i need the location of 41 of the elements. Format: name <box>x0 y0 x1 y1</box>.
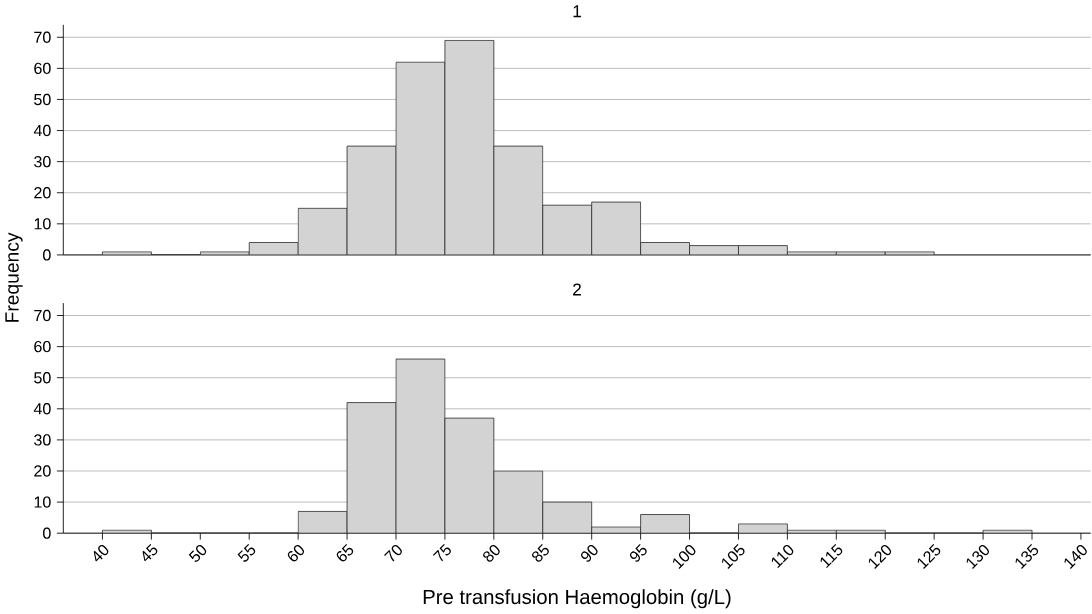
y-tick-label: 0 <box>43 527 51 540</box>
y-tick-label: 10 <box>34 218 51 230</box>
x-tick-label: 130 <box>966 545 990 570</box>
y-axis-title: Frequency <box>5 232 23 323</box>
x-tick-label: 95 <box>629 544 647 563</box>
x-tick-label: 135 <box>1015 544 1039 570</box>
y-tick-label: 70 <box>34 310 51 322</box>
x-tick-label: 140 <box>1064 545 1087 570</box>
x-tick-label: 120 <box>868 545 892 570</box>
y-tick-label: 40 <box>33 403 51 415</box>
y-tick-label: 10 <box>34 496 51 509</box>
x-axis-title: Pre transfusion Haemoglobin (g/L) <box>423 589 731 609</box>
chart-title: 1 <box>573 5 581 18</box>
y-tick-label: 60 <box>34 62 51 75</box>
x-tick-label: 105 <box>721 544 745 570</box>
x-tick-label: 45 <box>142 544 158 562</box>
y-tick-label: 40 <box>33 125 51 137</box>
x-tick-label: 110 <box>771 545 794 569</box>
chart-title: 2 <box>573 283 581 296</box>
x-tick-label: 65 <box>336 544 354 562</box>
y-tick-label: 0 <box>43 249 51 261</box>
x-tick-label: 90 <box>581 545 598 563</box>
x-tick-label: 70 <box>384 545 402 562</box>
x-tick-label: 115 <box>820 544 843 569</box>
x-tick-label: 75 <box>432 544 451 562</box>
y-tick-label: 50 <box>34 94 51 106</box>
y-tick-label: 20 <box>34 465 51 477</box>
y-tick-label: 60 <box>34 341 51 353</box>
x-tick-label: 40 <box>93 545 109 562</box>
y-tick-label: 20 <box>34 187 51 199</box>
x-tick-label: 125 <box>917 544 941 570</box>
x-tick-label: 85 <box>532 544 549 563</box>
x-tick-label: 55 <box>237 544 256 562</box>
x-tick-label: 60 <box>287 545 305 562</box>
y-tick-label: 30 <box>34 156 51 168</box>
y-tick-label: 30 <box>34 434 51 446</box>
x-tick-label: 80 <box>483 545 500 563</box>
x-tick-label: 100 <box>673 545 696 570</box>
x-tick-label: 50 <box>188 545 207 563</box>
y-tick-label: 50 <box>34 372 51 384</box>
y-tick-label: 70 <box>34 31 51 44</box>
